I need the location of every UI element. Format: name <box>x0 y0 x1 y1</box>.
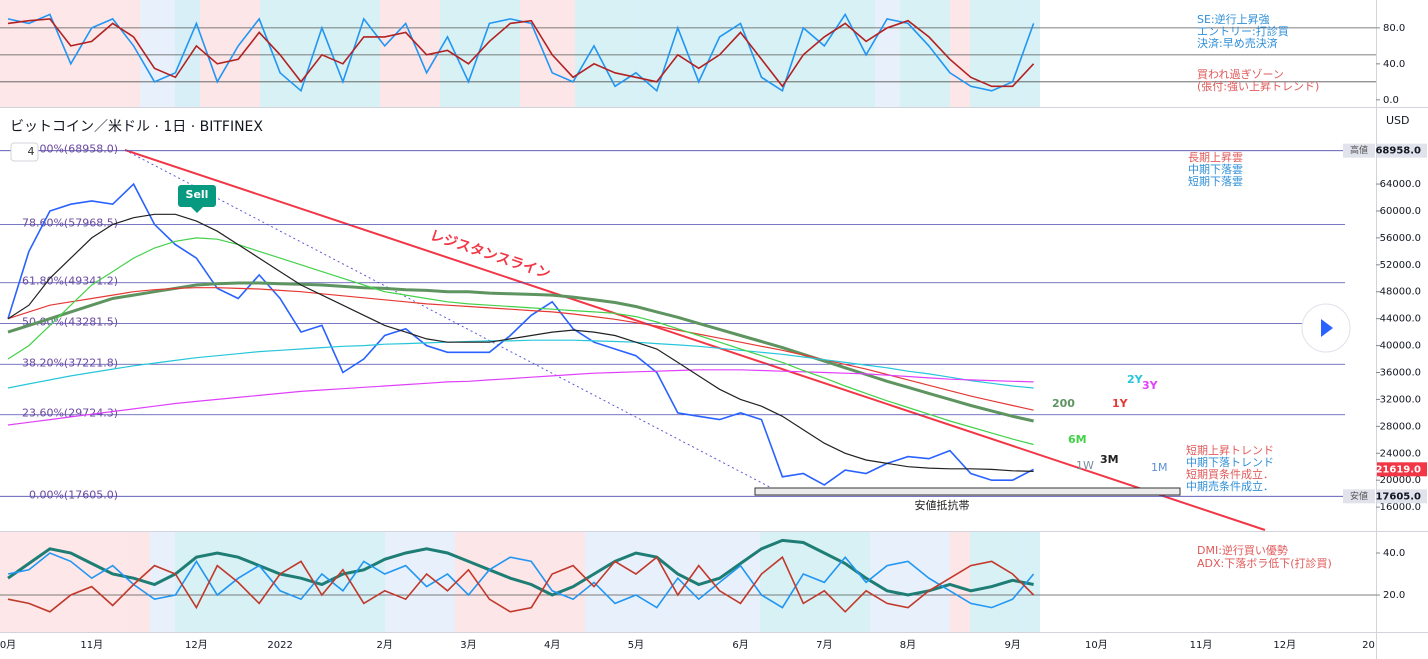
price-tag-box <box>1343 489 1375 504</box>
y-tick-label: 28000.0 <box>1380 421 1421 432</box>
y-tick-label: 20000.0 <box>1380 475 1421 486</box>
annotation: DMI:逆行買い優勢 <box>1197 543 1288 557</box>
annotation: 短期買条件成立． <box>1186 467 1274 481</box>
x-tick-label: 5月 <box>628 639 644 651</box>
series-name: 3M <box>1100 453 1119 466</box>
y-tick-label: 16000.0 <box>1380 502 1421 513</box>
x-tick-label: 2月 <box>377 639 393 651</box>
series-line <box>7 237 1034 446</box>
annotation: 中期下落雲 <box>1188 163 1243 176</box>
annotation: 長期上昇雲 <box>1188 151 1243 164</box>
y-tick-label: 20.0 <box>1383 590 1405 601</box>
y-tick-label: 32000.0 <box>1380 394 1421 405</box>
series-name: 2Y <box>1127 373 1144 386</box>
y-tick-label: 0.0 <box>1383 95 1399 106</box>
resistance-line <box>124 149 1266 531</box>
series-line <box>7 538 1034 597</box>
annotation: 決済:早め売決済 <box>1197 36 1278 50</box>
x-tick-label: 10月 <box>1085 639 1108 651</box>
layer: 0月 11月 12月 2022 2月 3月 4月 5月 6月 7月 8月 9月 10月 11月 12月 20 1… <box>0 12 1427 651</box>
x-tick-label: 9月 <box>1004 639 1020 651</box>
price-tag <box>1377 462 1427 477</box>
price-tag-label: 17605.0 <box>1375 491 1421 502</box>
annotation: 短期上昇トレンド <box>1186 443 1274 457</box>
x-tick-label: 11月 <box>80 639 103 651</box>
y-tick-label: 40.0 <box>1383 59 1405 70</box>
x-tick-label: 20 <box>1362 640 1375 651</box>
x-tick-label: 12月 <box>185 639 208 651</box>
x-tick-label: 3月 <box>460 639 476 651</box>
y-tick-label: 36000.0 <box>1380 368 1421 379</box>
fib-label: 61.80%(49341.2) <box>22 275 118 288</box>
price-tag-label: 68958.0 <box>1375 146 1421 157</box>
x-tick-label: 4月 <box>544 639 560 651</box>
price-tag <box>1377 489 1427 504</box>
annotation: 1M <box>1151 461 1168 474</box>
series-line <box>7 369 1034 426</box>
series-line <box>7 555 1035 613</box>
sell-badge <box>178 185 216 213</box>
y-axis-label: USD <box>1386 114 1410 127</box>
y-tick-label: 40.0 <box>1383 548 1405 559</box>
series-line <box>7 213 1034 472</box>
series-line <box>7 552 1035 609</box>
x-tick-label: 8月 <box>900 639 916 651</box>
y-tick-label: 80.0 <box>1383 23 1405 34</box>
support-zone <box>754 487 1181 496</box>
trend-line <box>124 149 786 496</box>
annotation: 中期下落トレンド <box>1186 456 1274 469</box>
play-icon[interactable] <box>1321 319 1333 337</box>
series-line <box>7 339 1034 389</box>
y-tick-label: 64000.0 <box>1380 179 1421 190</box>
y-tick-label: 48000.0 <box>1380 287 1421 298</box>
series-name: 200 <box>1052 397 1075 410</box>
y-tick-label: 60000.0 <box>1380 206 1421 217</box>
stoch-bands <box>0 0 1040 107</box>
fib-label: 100.00%(68958.0) <box>15 143 118 156</box>
annotation: 短期下落雲 <box>1188 174 1243 188</box>
y-tick-label: 56000.0 <box>1380 233 1421 244</box>
annotation: エントリー:打診買 <box>1197 24 1289 38</box>
dmi-bands <box>0 532 1040 632</box>
annotation: 中期売条件成立． <box>1186 479 1274 493</box>
price-tag-name: 安値 <box>1350 490 1368 502</box>
interval-button[interactable] <box>10 142 39 162</box>
price-tag-label: 21619.0 <box>1375 464 1421 475</box>
annotation: 買われ過ぎゾーン <box>1197 67 1284 81</box>
support-label: 安値抵抗帯 <box>915 498 970 512</box>
annotation: SE:逆行上昇強 <box>1197 12 1270 26</box>
x-tick-label: 0月 <box>0 639 16 651</box>
x-tick-label: 7月 <box>816 639 832 651</box>
fib-label: 0.00%(17605.0) <box>29 488 118 501</box>
y-tick-label: 40000.0 <box>1380 341 1421 352</box>
y-tick-label: 24000.0 <box>1380 448 1421 459</box>
price-tag-box <box>1343 143 1375 158</box>
fib-label: 78.60%(57968.5) <box>22 217 118 230</box>
price-tag <box>1377 143 1427 158</box>
series-name: 1Y <box>1112 397 1129 410</box>
fib-label: 23.60%(29724.3) <box>22 407 118 420</box>
series-line <box>7 287 1034 411</box>
annotation: ADX:下落ボラ低下(打診買) <box>1197 556 1332 570</box>
annotation: 1W <box>1076 459 1094 472</box>
price-tag-name: 高値 <box>1350 144 1368 156</box>
series-line <box>7 182 1034 486</box>
y-tick-label: 44000.0 <box>1380 314 1421 325</box>
x-tick-label: 6月 <box>732 639 748 651</box>
series-name: 3Y <box>1142 379 1159 392</box>
chart-title: ビットコイン／米ドル · 1日 · BITFINEX <box>10 119 263 135</box>
x-tick-label: 2022 <box>267 640 292 651</box>
x-tick-label: 11月 <box>1190 639 1213 651</box>
interval-button-label[interactable]: 4 <box>28 145 35 158</box>
series-line <box>7 12 1035 93</box>
fib-label: 38.20%(37221.8) <box>22 356 118 369</box>
annotation: (張付:強い上昇トレンド) <box>1197 80 1319 93</box>
x-tick-label: 12月 <box>1273 639 1296 651</box>
series-name: 6M <box>1068 433 1087 446</box>
y-tick-label: 52000.0 <box>1380 260 1421 271</box>
sell-label: Sell <box>186 188 209 201</box>
series-line <box>7 18 1035 88</box>
